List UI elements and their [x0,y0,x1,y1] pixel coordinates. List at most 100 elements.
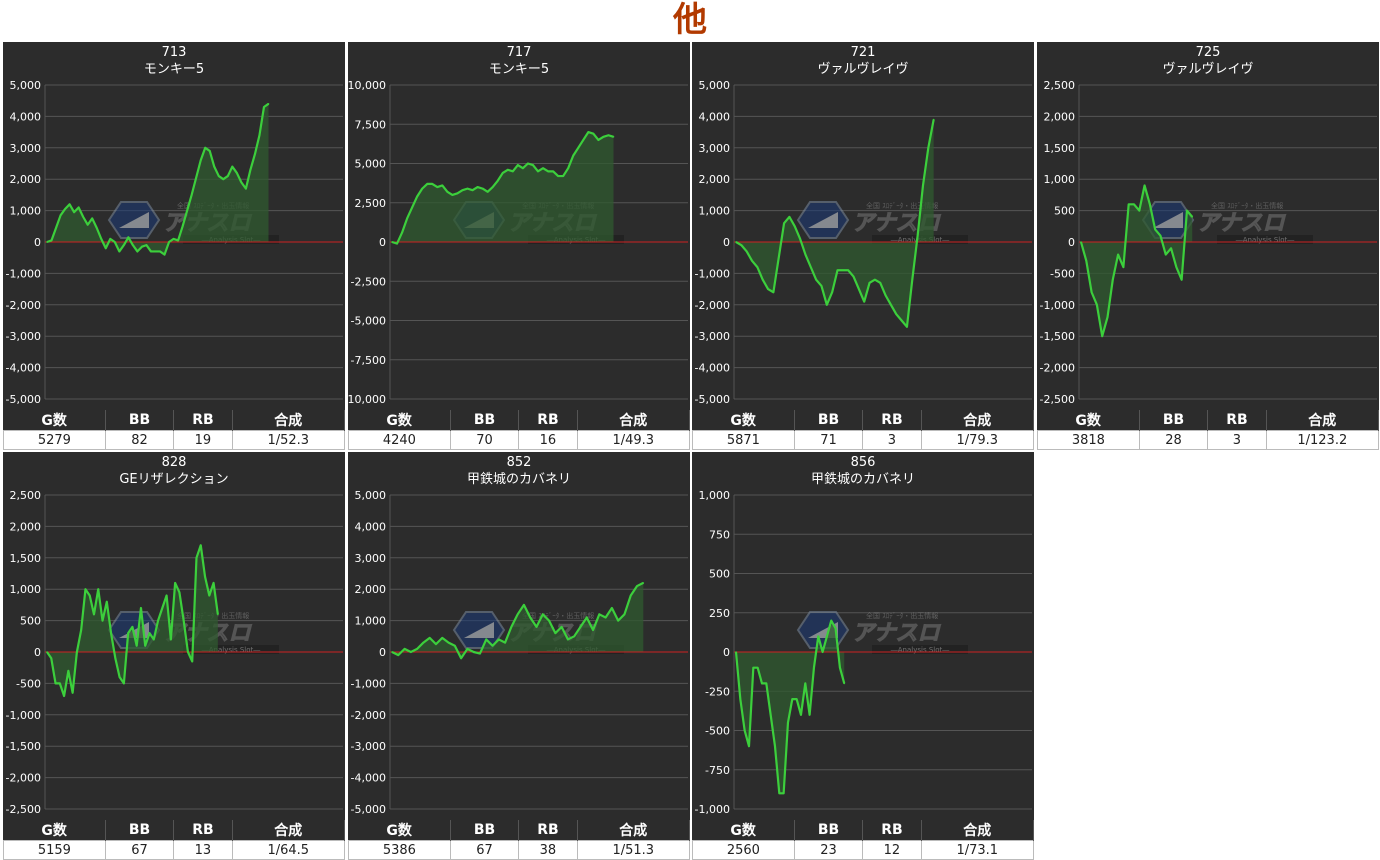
y-tick-label: 5,000 [699,79,731,92]
y-tick-label: -1,000 [695,267,730,280]
y-tick-label: 0 [379,236,386,249]
data-point [522,167,524,170]
data-point [441,184,444,187]
machine-model: 甲鉄城のカバネリ [810,472,915,487]
y-tick-label: 0 [1068,236,1075,249]
data-point [466,648,469,650]
series-area [392,132,614,244]
y-tick-label: -1,000 [6,709,41,722]
data-point [752,666,755,669]
data-point [868,282,871,284]
data-point [204,147,207,149]
data-point [195,557,198,559]
y-tick-label: 1,000 [355,615,387,628]
data-point [839,666,841,669]
data-point [204,575,206,578]
y-tick-label: -5,000 [351,803,386,816]
data-point [441,637,444,639]
data-point [800,714,802,716]
data-point [793,225,796,228]
bb-value: 82 [104,430,175,450]
y-tick-label: 3,000 [355,552,387,565]
data-point [426,183,429,185]
data-point [523,604,525,606]
y-tick-label: -2,500 [6,803,41,816]
data-point [858,288,860,290]
header-rb: RB [1207,410,1267,431]
y-tick-label: -1,500 [6,740,41,753]
header-games: G数 [692,410,795,431]
series-area [47,103,269,255]
watermark-sub-bg [872,645,968,654]
y-tick-label: 1,000 [699,489,731,502]
bb-value: 67 [104,840,175,860]
chart-card: 852 甲鉄城のカバネリ 5,000 4,000 3,000 2,000 1,000 0 -… [348,452,691,860]
data-point [1170,247,1172,250]
y-tick-label: 7,500 [355,118,387,131]
data-point [170,638,172,641]
data-point [922,184,924,187]
machine-number: 725 [1195,45,1221,60]
data-point [461,189,464,191]
data-point [91,217,94,220]
watermark-sub-text: ―Analysis Slot― [891,646,949,654]
data-point [396,242,398,245]
machine-model: ヴァルヴレイヴ [817,62,909,77]
y-tick-label: 4,000 [355,520,387,533]
data-point [460,657,462,660]
data-point [182,619,185,622]
header-games: G数 [3,410,106,431]
data-point [820,285,823,287]
stats-table: G数 BB RB 合成 5871 71 3 1/79.3 [692,410,1035,450]
data-point [177,239,179,242]
rb-value: 3 [1207,430,1267,450]
data-point [95,227,98,229]
data-point [1159,234,1162,237]
data-point [1138,209,1141,212]
chart-card: 725 ヴァルヴレイヴ 2,500 2,000 1,500 1,000 500 0 -500… [1037,42,1380,450]
data-point [636,585,638,587]
y-tick-label: 5,000 [355,158,387,171]
data-point [826,635,828,638]
games-value: 2560 [692,840,795,860]
y-tick-label: 1,000 [10,205,42,218]
data-point [911,278,914,281]
chart-header: 713 モンキー5 [3,44,345,78]
y-tick-label: -1,000 [6,267,41,280]
y-tick-label: 500 [1054,205,1075,218]
header-games: G数 [348,820,451,841]
data-point [532,164,534,166]
header-rb: RB [862,820,922,841]
data-point [542,167,544,170]
y-tick-label: -2,000 [6,772,41,785]
data-point [535,626,538,628]
data-point [50,239,53,242]
data-point [86,223,89,226]
data-point [799,238,801,240]
data-point [537,170,539,173]
series-area [392,582,644,659]
header-rb: RB [518,820,578,841]
data-point [190,194,193,196]
data-point [222,178,225,180]
data-point [168,241,170,243]
data-point [751,260,753,262]
data-point [157,619,159,622]
data-point [59,214,62,217]
data-point [73,211,75,213]
ratio-value: 1/64.5 [231,840,346,860]
y-tick-label: -1,000 [695,803,730,816]
data-point [582,139,585,141]
machine-number: 852 [506,455,532,470]
data-point [217,613,219,616]
header-bb: BB [450,410,520,431]
machine-number: 713 [161,45,187,60]
data-point [756,666,759,669]
y-tick-label: 1,000 [699,205,731,218]
data-point [826,304,828,306]
data-point [486,190,489,193]
header-games: G数 [3,820,106,841]
y-tick-label: -5,000 [695,393,730,406]
data-point [527,162,529,165]
